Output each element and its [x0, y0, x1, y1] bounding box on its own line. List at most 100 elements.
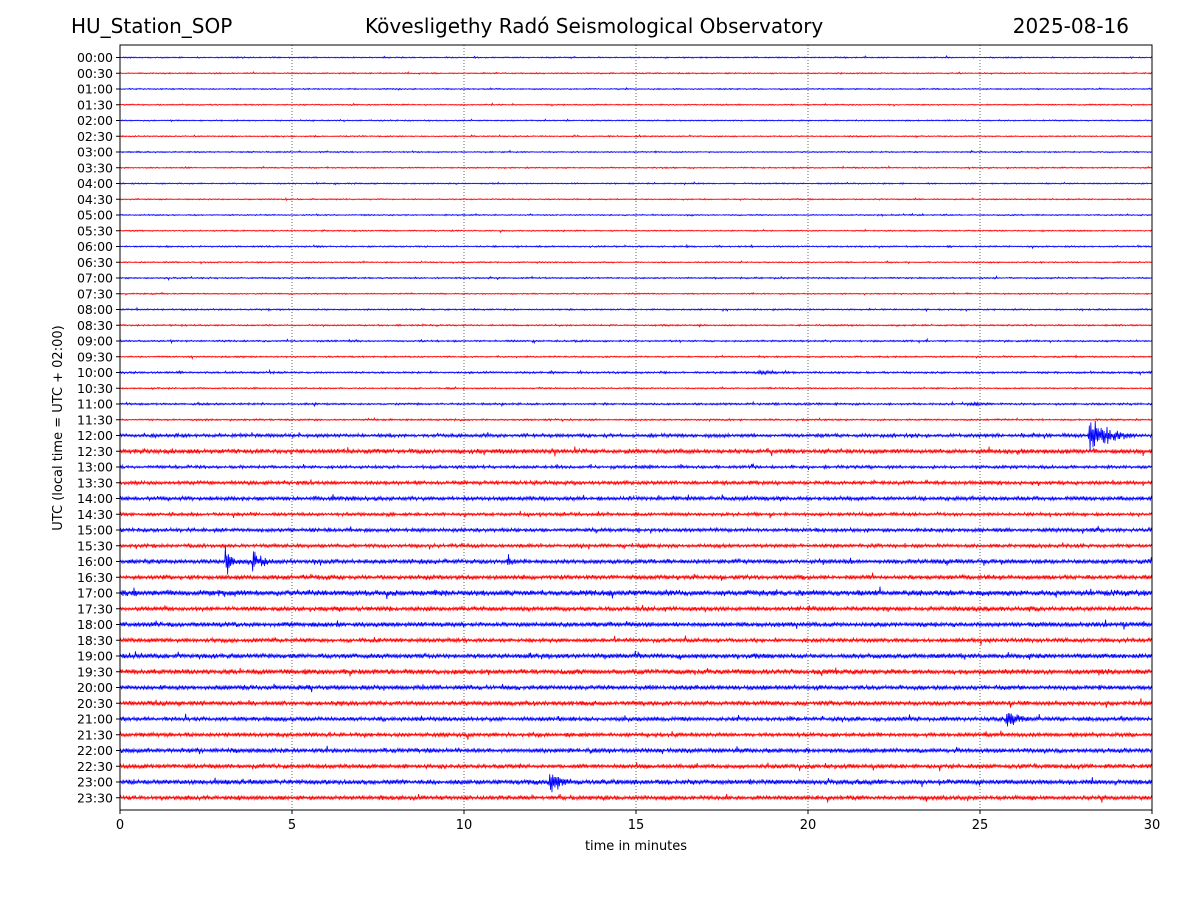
trace-1430: [120, 510, 1152, 519]
y-tick-label: 11:30: [77, 412, 113, 427]
trace-2300: [120, 774, 1152, 793]
y-tick-label: 03:30: [77, 160, 113, 175]
y-tick-label: 15:00: [77, 523, 113, 538]
y-tick-label: 13:30: [77, 475, 113, 490]
x-tick-label: 0: [116, 818, 124, 833]
trace-0800: [120, 306, 1152, 313]
trace-1630: [120, 572, 1152, 581]
y-tick-label: 21:30: [77, 727, 113, 742]
y-tick-label: 20:30: [77, 696, 113, 711]
trace-2000: [120, 683, 1152, 693]
trace-1000: [120, 368, 1152, 377]
y-tick-label: 11:00: [77, 397, 113, 412]
y-tick-label: 06:00: [77, 239, 113, 254]
trace-0100: [120, 86, 1152, 91]
y-tick-label: 00:30: [77, 66, 113, 81]
trace-0430: [120, 197, 1152, 202]
trace-1100: [120, 400, 1152, 408]
trace-0000: [120, 54, 1152, 60]
y-tick-label: 17:00: [77, 586, 113, 601]
station-title: HU_Station_SOP: [71, 14, 233, 38]
y-tick-label: 13:00: [77, 460, 113, 475]
x-tick-label: 30: [1144, 818, 1161, 833]
trace-1200: [120, 420, 1152, 451]
y-tick-label: 09:30: [77, 349, 113, 364]
x-tick-label: 25: [972, 818, 989, 833]
y-tick-label: 12:00: [77, 428, 113, 443]
observatory-title: Kövesligethy Radó Seismological Observat…: [365, 14, 824, 38]
y-tick-label: 00:00: [77, 50, 113, 65]
y-tick-label: 23:30: [77, 790, 113, 805]
y-tick-label: 17:30: [77, 601, 113, 616]
trace-0030: [120, 70, 1152, 76]
trace-1530: [120, 542, 1152, 550]
y-tick-label: 21:00: [77, 712, 113, 727]
trace-0400: [120, 181, 1152, 186]
vertical-gridlines: [291, 45, 981, 810]
trace-1700: [120, 586, 1152, 599]
seismogram-traces: [120, 54, 1152, 803]
y-tick-label: 15:30: [77, 538, 113, 553]
trace-2330: [120, 793, 1152, 803]
y-tick-label: 23:00: [77, 775, 113, 790]
y-tick-label: 01:00: [77, 82, 113, 97]
y-tick-label: 16:30: [77, 570, 113, 585]
y-tick-label: 19:00: [77, 649, 113, 664]
date-title: 2025-08-16: [1012, 14, 1129, 38]
y-tick-label: 01:30: [77, 97, 113, 112]
trace-0230: [120, 134, 1152, 139]
trace-0700: [120, 275, 1152, 282]
y-tick-label: 05:00: [77, 208, 113, 223]
trace-0930: [120, 354, 1152, 360]
x-tick-label: 15: [628, 818, 645, 833]
x-tick-label: 10: [456, 818, 473, 833]
y-tick-label: 03:00: [77, 145, 113, 160]
y-tick-label: 05:30: [77, 223, 113, 238]
y-tick-label: 10:30: [77, 381, 113, 396]
trace-0530: [120, 228, 1152, 234]
trace-0900: [120, 337, 1152, 345]
y-tick-label: 07:00: [77, 271, 113, 286]
y-tick-label: 14:30: [77, 507, 113, 522]
y-tick-label: 16:00: [77, 554, 113, 569]
trace-1400: [120, 494, 1152, 503]
x-tick-label: 20: [800, 818, 817, 833]
trace-0330: [120, 165, 1152, 171]
trace-0730: [120, 291, 1152, 296]
y-axis-label: UTC (local time = UTC + 02:00): [51, 325, 66, 530]
y-tick-label: 06:30: [77, 255, 113, 270]
trace-0630: [120, 260, 1152, 265]
trace-0300: [120, 149, 1152, 154]
y-tick-label: 04:30: [77, 192, 113, 207]
y-tick-label: 02:00: [77, 113, 113, 128]
x-axis-label: time in minutes: [585, 839, 687, 854]
y-tick-label: 09:00: [77, 334, 113, 349]
y-tick-label: 22:00: [77, 743, 113, 758]
y-tick-label: 08:30: [77, 318, 113, 333]
y-tick-label: 20:00: [77, 680, 113, 695]
trace-1600: [120, 546, 1152, 575]
trace-1930: [120, 667, 1152, 677]
trace-1230: [120, 446, 1152, 457]
y-tick-label: 19:30: [77, 664, 113, 679]
y-tick-label: 12:30: [77, 444, 113, 459]
trace-0500: [120, 212, 1152, 217]
trace-0130: [120, 102, 1152, 108]
trace-1300: [120, 463, 1152, 471]
y-tick-label: 04:00: [77, 176, 113, 191]
y-tick-label: 18:30: [77, 633, 113, 648]
y-axis-ticks: 00:0000:3001:0001:3002:0002:3003:0003:30…: [77, 50, 120, 805]
y-tick-label: 10:00: [77, 365, 113, 380]
trace-0200: [120, 118, 1152, 123]
y-tick-label: 22:30: [77, 759, 113, 774]
trace-0830: [120, 323, 1152, 328]
trace-1330: [120, 479, 1152, 487]
trace-2200: [120, 745, 1152, 755]
x-axis-ticks: 0 5 10 15 20 25 30: [116, 810, 1160, 833]
trace-2030: [120, 698, 1152, 708]
y-tick-label: 07:30: [77, 286, 113, 301]
y-tick-label: 18:00: [77, 617, 113, 632]
trace-1130: [120, 416, 1152, 423]
trace-2230: [120, 762, 1152, 772]
